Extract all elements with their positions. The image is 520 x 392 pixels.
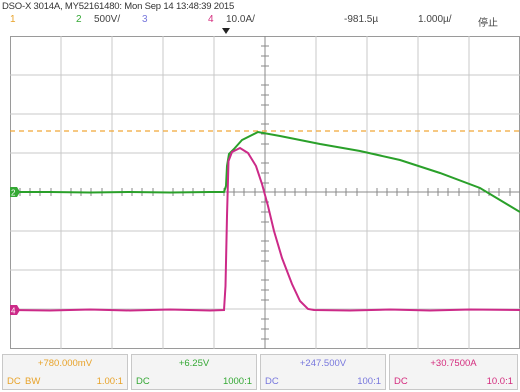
channel-4-offset: +30.7500A (430, 358, 477, 369)
channel-2-ground-marker[interactable]: 2 (10, 187, 20, 198)
channel-settings-footer: +780.000mV DC BW 1.00:1 +6.25V DC 1000:1… (2, 354, 518, 390)
timebase-scale: 1.000µ/ (418, 14, 452, 25)
channel-2-probe-ratio: 1000:1 (222, 376, 252, 387)
channel-2-settings[interactable]: +6.25V DC 1000:1 (131, 354, 257, 390)
channel-2-label[interactable]: 2 (76, 14, 82, 25)
channel-4-ground-marker[interactable]: 4 (10, 305, 20, 316)
channel-4-trace (10, 146, 520, 312)
trigger-position-marker[interactable] (222, 28, 230, 34)
channel-2-ground-label: 2 (11, 189, 16, 198)
waveform-svg: 2 4 (10, 36, 520, 349)
channel-1-settings[interactable]: +780.000mV DC BW 1.00:1 (2, 354, 128, 390)
channel-3-label[interactable]: 3 (142, 14, 148, 25)
channel-1-probe-ratio: 1.00:1 (96, 376, 123, 387)
channel-4-settings[interactable]: +30.7500A DC 10.0:1 (389, 354, 518, 390)
channel-1-coupling: DC (7, 376, 21, 387)
channel-1-label[interactable]: 1 (10, 14, 16, 25)
channel-1-offset: +780.000mV (37, 358, 93, 369)
channel-1-bandwidth: BW (25, 376, 41, 387)
channel-3-settings[interactable]: +247.500V DC 100:1 (260, 354, 386, 390)
channel-4-scale: 10.0A/ (226, 14, 255, 25)
channel-2-offset: +6.25V (178, 358, 210, 369)
channel-3-coupling: DC (265, 376, 279, 387)
channel-3-probe-ratio: 100:1 (357, 376, 381, 387)
channel-4-label[interactable]: 4 (208, 14, 214, 25)
channel-4-probe-ratio: 10.0:1 (486, 376, 513, 387)
channel-3-offset: +247.500V (299, 358, 347, 369)
channel-4-coupling: DC (394, 376, 408, 387)
channel-4-ground-label: 4 (11, 307, 16, 316)
run-state-label: 停止 (478, 18, 498, 29)
channel-2-scale: 500V/ (94, 14, 121, 25)
channel-bar: 1 2 500V/ 3 4 10.0A/ -981.5µ 1.000µ/ 停止 (0, 13, 520, 29)
channel-2-coupling: DC (136, 376, 150, 387)
window-title: DSO-X 3014A, MY52161480: Mon Sep 14 13:4… (2, 1, 235, 12)
timebase-delay: -981.5µ (344, 14, 379, 25)
waveform-display[interactable]: 2 4 (10, 36, 520, 349)
